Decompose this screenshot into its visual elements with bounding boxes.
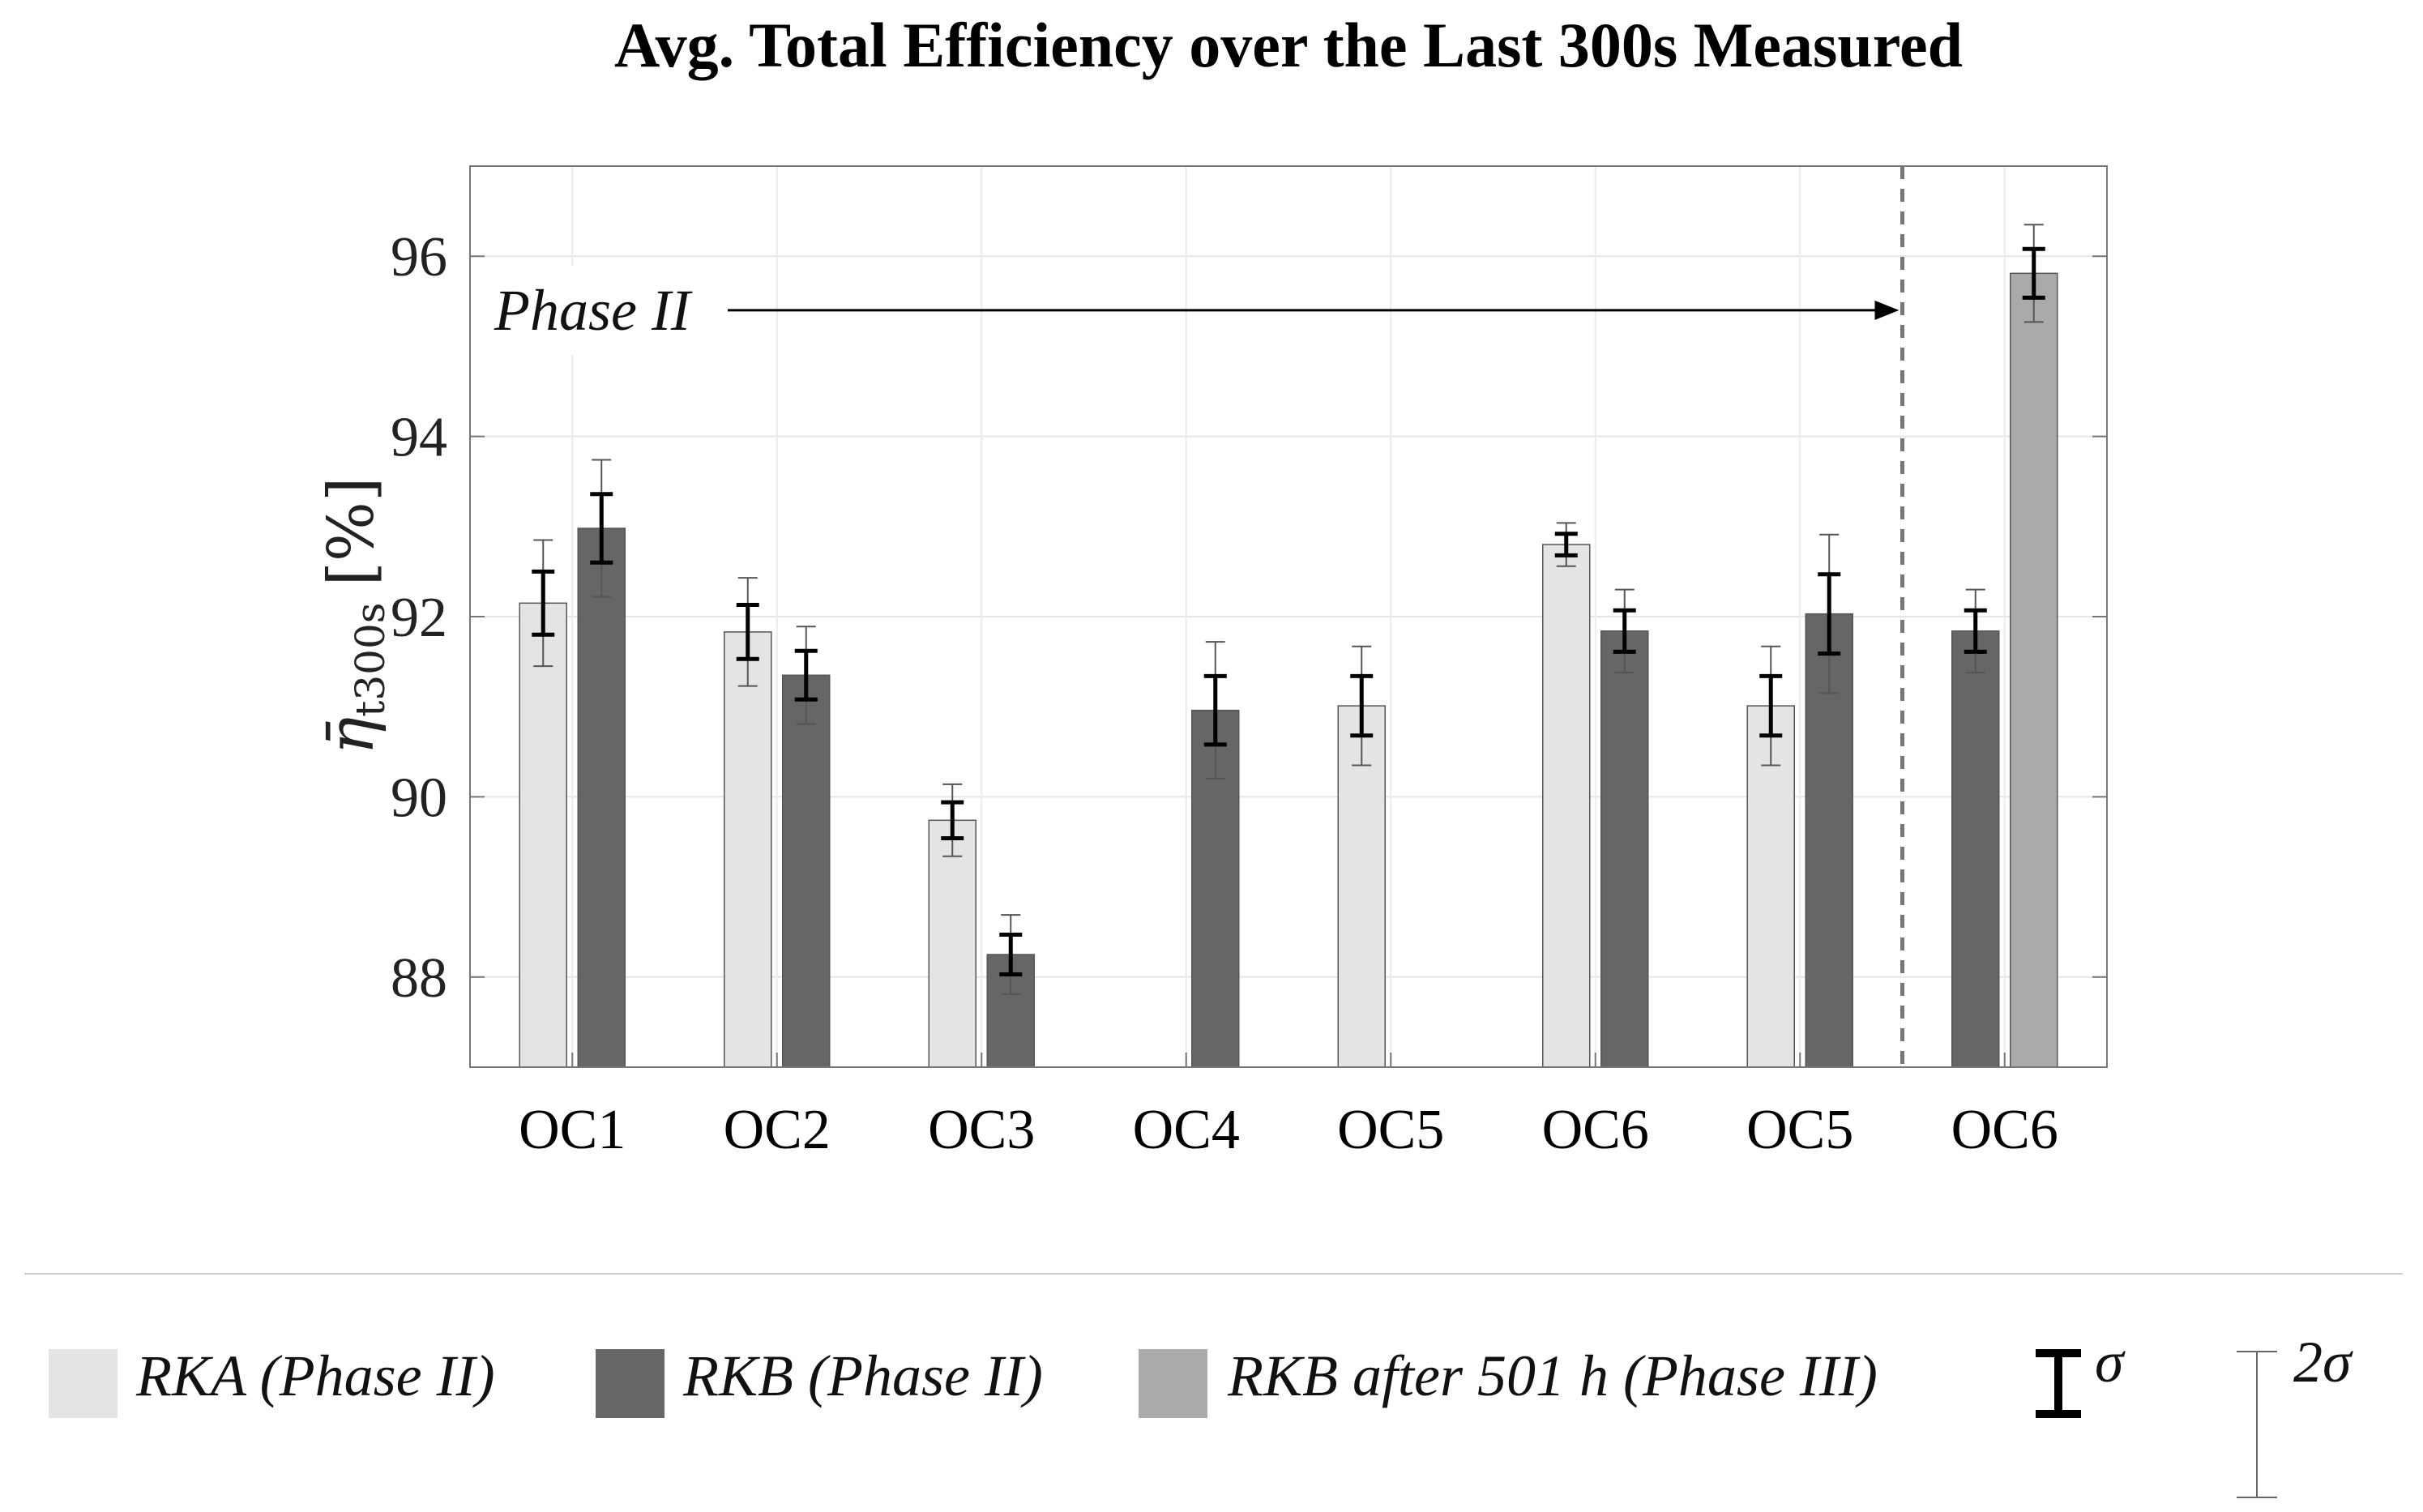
legend-label-sigma: σ [2095, 1330, 2126, 1395]
bar-rka-phase-ii--oc3 [928, 819, 976, 1068]
legend-label-2sigma: 2σ [2293, 1330, 2353, 1395]
y-tick-label: 96 [391, 226, 447, 288]
y-axis-ticks: 88 90 92 94 96 [391, 226, 2107, 1010]
bar-rka-phase-ii--oc6 [1542, 544, 1591, 1068]
legend-label-rkb-phase3: RKB after 501 h (Phase III) [1227, 1343, 1878, 1408]
legend-2sigma-errorbar [2237, 1351, 2277, 1498]
x-tick-label: OC4 [1133, 1099, 1240, 1161]
bar-rkb-phase-ii--oc6 [1951, 630, 2000, 1068]
y-tick-label: 92 [391, 587, 447, 649]
bar-rkb-phase-ii--oc6 [1600, 630, 1649, 1068]
phase-arrow-head [1874, 300, 1900, 320]
bar-layer [519, 272, 2058, 1068]
x-tick-label: OC6 [1951, 1099, 2058, 1161]
y-axis-label-symbol: η̄ [315, 717, 388, 755]
y-tick-label: 90 [391, 767, 447, 829]
bar-rka-phase-ii--oc1 [519, 602, 567, 1068]
bar-rkb-phase-ii--oc2 [782, 674, 831, 1068]
x-axis-ticks: OC1 OC2 OC3 OC4 OC5 OC6 OC5 OC6 [519, 1053, 2058, 1161]
chart-title: Avg. Total Efficiency over the Last 300s… [614, 10, 1963, 80]
legend-label-rkb: RKB (Phase II) [682, 1343, 1043, 1408]
phase-annotation: Phase II [486, 265, 1900, 355]
legend-swatch-rkb [596, 1349, 665, 1418]
x-tick-label: OC1 [519, 1099, 626, 1161]
x-tick-label: OC5 [1746, 1099, 1853, 1161]
y-axis-label-subscript: t300s [347, 603, 394, 717]
legend-label-rka: RKA (Phase II) [135, 1343, 495, 1408]
y-axis-label-unit: [%] [315, 477, 388, 587]
bar-rka-phase-ii--oc2 [724, 631, 772, 1068]
svg-text:η̄t300s[%]: η̄t300s [%] [315, 477, 394, 755]
x-tick-label: OC5 [1337, 1099, 1444, 1161]
legend-sigma-errorbar [2036, 1349, 2081, 1418]
x-tick-label: OC6 [1542, 1099, 1649, 1161]
x-tick-label: OC3 [928, 1099, 1035, 1161]
y-axis-label: η̄t300s [%] [315, 477, 394, 755]
y-tick-label: 94 [391, 407, 447, 469]
phase-annotation-background [486, 265, 717, 355]
x-tick-label: OC2 [724, 1099, 831, 1161]
bar-rkb-after-501-h-phase-iii--oc6 [2010, 272, 2058, 1068]
legend: RKA (Phase II) RKB (Phase II) RKB after … [49, 1330, 2353, 1498]
bar-rkb-phase-ii--oc1 [577, 527, 626, 1068]
y-tick-label: 88 [391, 947, 447, 1010]
legend-swatch-rka [49, 1349, 118, 1418]
phase-annotation-label: Phase II [494, 278, 693, 343]
error-bar-layer [532, 224, 2045, 995]
legend-swatch-rkb-phase3 [1139, 1349, 1207, 1418]
